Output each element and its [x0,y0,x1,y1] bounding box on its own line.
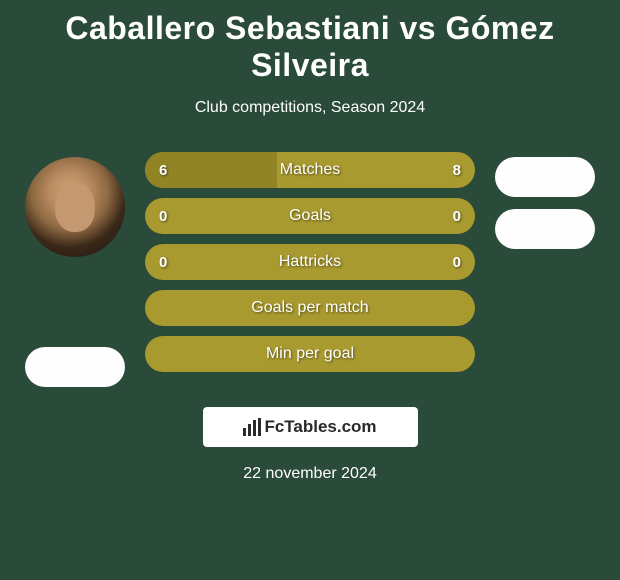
main-container: Caballero Sebastiani vs Gómez Silveira C… [0,0,620,493]
stat-value-right: 0 [453,254,461,271]
player-right-badge [495,209,595,249]
logo-box: FcTables.com [203,407,418,447]
stat-hattricks: 0 Hattricks 0 [145,244,475,280]
stat-label: Hattricks [145,253,475,271]
stat-gpm: Goals per match [145,290,475,326]
stat-label: Min per goal [145,345,475,363]
logo-text: FcTables.com [264,417,376,437]
subtitle: Club competitions, Season 2024 [20,99,600,117]
player-left-avatar [25,157,125,257]
stat-value-right: 8 [453,162,461,179]
page-title: Caballero Sebastiani vs Gómez Silveira [20,10,600,84]
player-right-column [490,152,600,249]
stat-label: Goals per match [145,299,475,317]
stat-matches: 6 Matches 8 [145,152,475,188]
player-left-column [20,152,130,387]
player-left-badge [25,347,125,387]
player-right-avatar-placeholder [495,157,595,197]
stat-label: Matches [145,161,475,179]
stat-mpg: Min per goal [145,336,475,372]
stat-label: Goals [145,207,475,225]
date: 22 november 2024 [20,465,600,483]
comparison-section: 6 Matches 8 0 Goals 0 0 Hattricks 0 Goal… [20,152,600,387]
stats-column: 6 Matches 8 0 Goals 0 0 Hattricks 0 Goal… [145,152,475,372]
logo-chart-icon [243,418,261,436]
stat-goals: 0 Goals 0 [145,198,475,234]
stat-value-right: 0 [453,208,461,225]
